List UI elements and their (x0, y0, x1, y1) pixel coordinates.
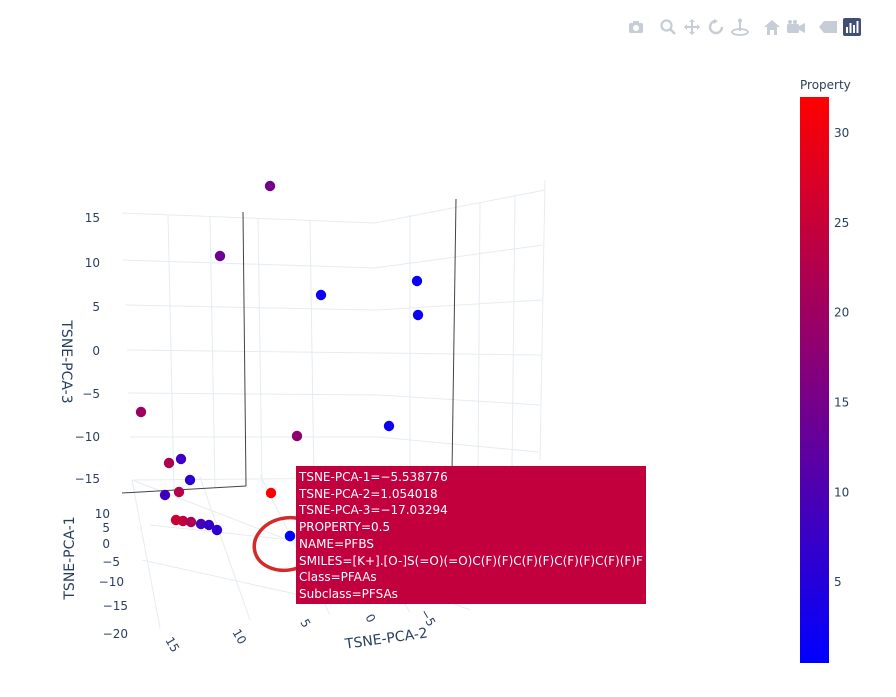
hover-line-x: TSNE-PCA-1=−5.538776 (299, 470, 448, 484)
hover-line-y: TSNE-PCA-2=1.054018 (299, 486, 438, 501)
data-point[interactable] (177, 515, 189, 527)
colorbar-tick-label: 20 (834, 306, 849, 320)
z-tick-label: −10 (75, 430, 100, 444)
data-point[interactable] (284, 530, 296, 542)
data-point[interactable] (315, 289, 327, 301)
toggle-hover-icon[interactable] (816, 16, 840, 38)
data-point[interactable] (163, 457, 175, 469)
z-tick-label: −5 (82, 387, 100, 401)
x-tick-label: 5 (102, 521, 110, 535)
colorbar-tick-label: 10 (834, 485, 849, 499)
colorbar-tick-label: 15 (834, 395, 849, 409)
data-point[interactable] (265, 487, 277, 499)
data-point[interactable] (195, 518, 207, 530)
x-tick-label: −10 (99, 575, 124, 589)
y-tick-label: 0 (362, 612, 378, 626)
data-points (135, 180, 424, 542)
data-point[interactable] (175, 453, 187, 465)
x-tick-label: 10 (95, 507, 110, 521)
modebar (624, 16, 864, 38)
reset-camera-icon[interactable] (784, 16, 808, 38)
data-point[interactable] (203, 519, 215, 531)
data-point[interactable] (185, 516, 197, 528)
z-tick-label: 5 (92, 300, 100, 314)
data-point[interactable] (135, 406, 147, 418)
data-point[interactable] (383, 420, 395, 432)
data-point[interactable] (264, 180, 276, 192)
hover-line-subclass: Subclass=PFSAs (299, 586, 398, 601)
x-tick-label: −15 (103, 599, 128, 613)
turntable-icon[interactable] (728, 16, 752, 38)
x-axis-ticks: −20 −15 −10 −5 0 510 (95, 507, 128, 641)
data-point[interactable] (211, 524, 223, 536)
hover-line-z: TSNE-PCA-3=−17.03294 (299, 503, 448, 518)
hover-line-name: NAME=PFBS (299, 536, 374, 551)
colorbar-tick-label: 30 (834, 126, 849, 140)
data-point[interactable] (184, 474, 196, 486)
z-tick-label: 15 (85, 211, 100, 225)
z-tick-label: 10 (85, 256, 100, 270)
data-point[interactable] (291, 430, 303, 442)
x-tick-label: −5 (102, 555, 120, 569)
data-point[interactable] (173, 486, 185, 498)
x-tick-label: −20 (103, 627, 128, 641)
data-point[interactable] (214, 250, 226, 262)
zoom-icon[interactable] (656, 16, 680, 38)
home-icon[interactable] (760, 16, 784, 38)
z-tick-label: −15 (75, 472, 100, 486)
scene-axis-lines (121, 198, 457, 494)
hover-line-property: PROPERTY=0.5 (299, 520, 391, 535)
colorbar-title: Property (800, 78, 851, 92)
z-axis-title: TSNE-PCA-3 (58, 319, 74, 403)
colorbar-tick-label: 25 (834, 216, 849, 230)
hover-line-smiles: SMILES=[K+].[O-]S(=O)(=O)C(F)(F)C(F)(F)C… (299, 553, 643, 568)
colorbar (800, 97, 829, 663)
z-tick-label: 0 (92, 344, 100, 358)
z-axis-ticks: −15 −10 −5 0 5 10 15 (75, 211, 100, 486)
y-tick-label: 10 (229, 627, 249, 647)
colorbar-tick-label: 5 (834, 575, 842, 589)
hover-line-class: Class=PFAAs (299, 570, 377, 585)
y-axis-title: TSNE-PCA-2 (343, 625, 429, 653)
x-tick-label: 0 (102, 537, 110, 551)
colorbar-ticks: 5 10 15 20 25 30 (834, 126, 849, 589)
y-tick-label: 15 (162, 635, 182, 655)
y-tick-label: 5 (297, 617, 313, 631)
data-point[interactable] (412, 309, 424, 321)
orbit-icon[interactable] (704, 16, 728, 38)
camera-icon[interactable] (624, 16, 648, 38)
data-point[interactable] (159, 489, 171, 501)
hover-tooltip: TSNE-PCA-1=−5.538776 TSNE-PCA-2=1.054018… (296, 466, 646, 604)
pan-icon[interactable] (680, 16, 704, 38)
data-point[interactable] (411, 275, 423, 287)
plotly-logo-icon[interactable] (840, 16, 864, 38)
x-axis-title: TSNE-PCA-1 (62, 516, 78, 600)
